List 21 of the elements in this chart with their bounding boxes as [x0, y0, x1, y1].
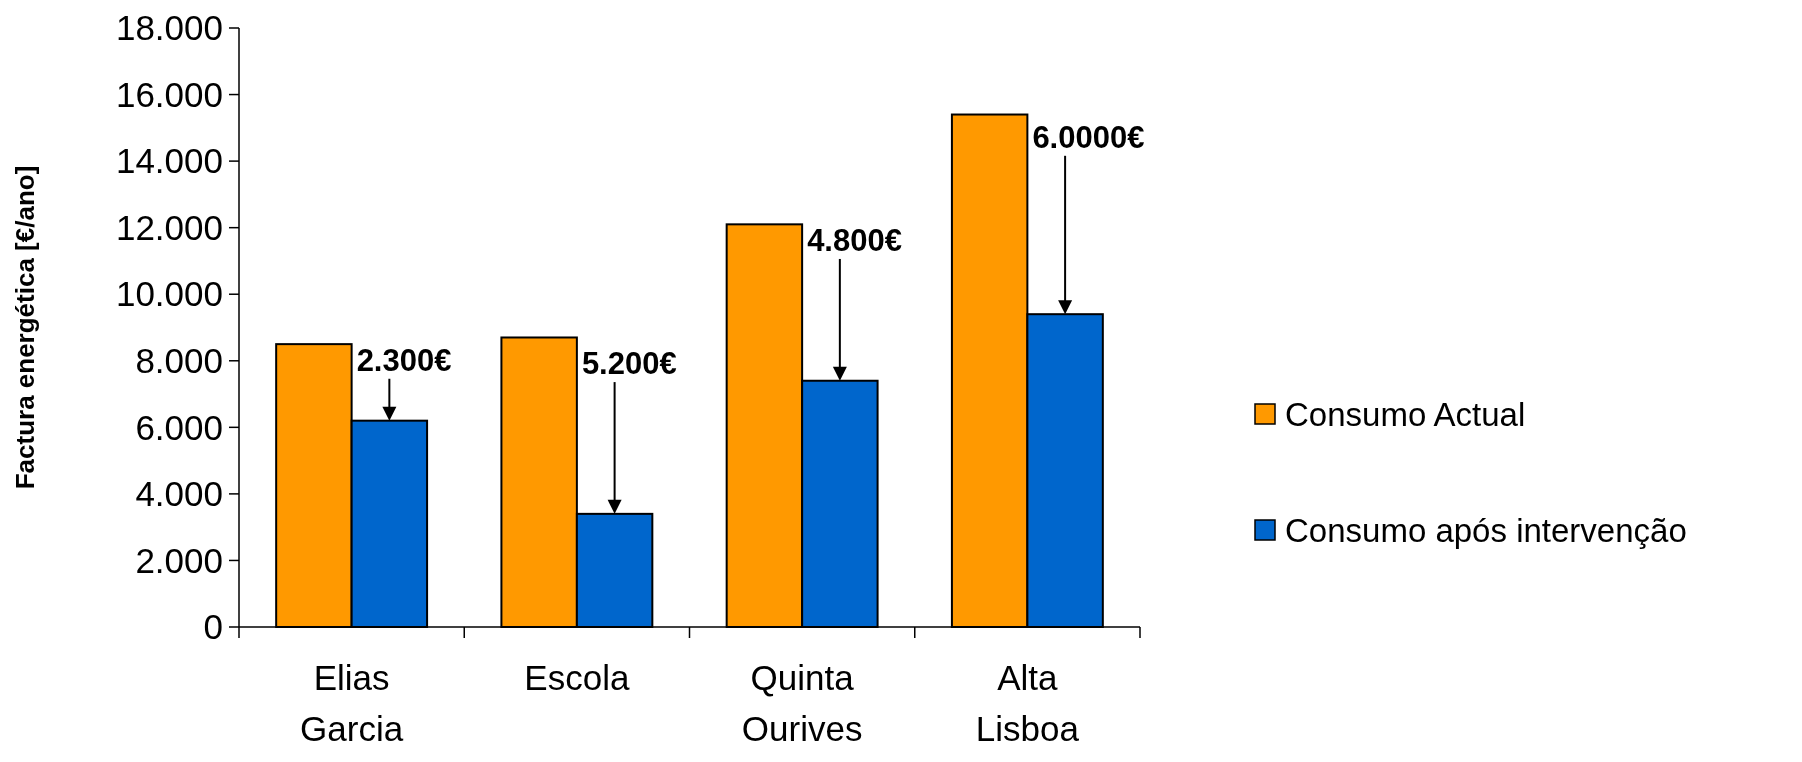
annotation: 4.800€ — [807, 222, 902, 258]
y-tick-label: 16.000 — [115, 74, 223, 114]
x-tick-label: Quinta Ourives — [741, 658, 863, 748]
x-tick-label: Escola — [524, 658, 630, 697]
x-tick-label: Alta Lisboa — [975, 658, 1080, 748]
legend-label: Consumo Actual — [1285, 395, 1526, 433]
y-tick-label: 4.000 — [135, 474, 223, 514]
y-axis-title: Factura energética [€/ano] — [10, 165, 40, 490]
y-tick-label: 14.000 — [115, 141, 223, 181]
legend-label: Consumo após intervenção — [1285, 511, 1687, 549]
annotation: 6.0000€ — [1032, 119, 1145, 155]
y-tick-label: 0 — [203, 607, 223, 647]
y-tick-label: 8.000 — [135, 341, 223, 381]
annotation: 5.200€ — [581, 346, 677, 382]
y-tick-label: 12.000 — [115, 207, 223, 247]
y-tick-label: 18.000 — [115, 8, 223, 48]
y-tick-label: 10.000 — [115, 274, 223, 314]
y-tick-label: 6.000 — [135, 407, 223, 447]
x-tick-label: Elias Garcia — [300, 658, 404, 748]
y-tick-label: 2.000 — [135, 540, 223, 580]
annotation: 2.300€ — [356, 342, 452, 378]
